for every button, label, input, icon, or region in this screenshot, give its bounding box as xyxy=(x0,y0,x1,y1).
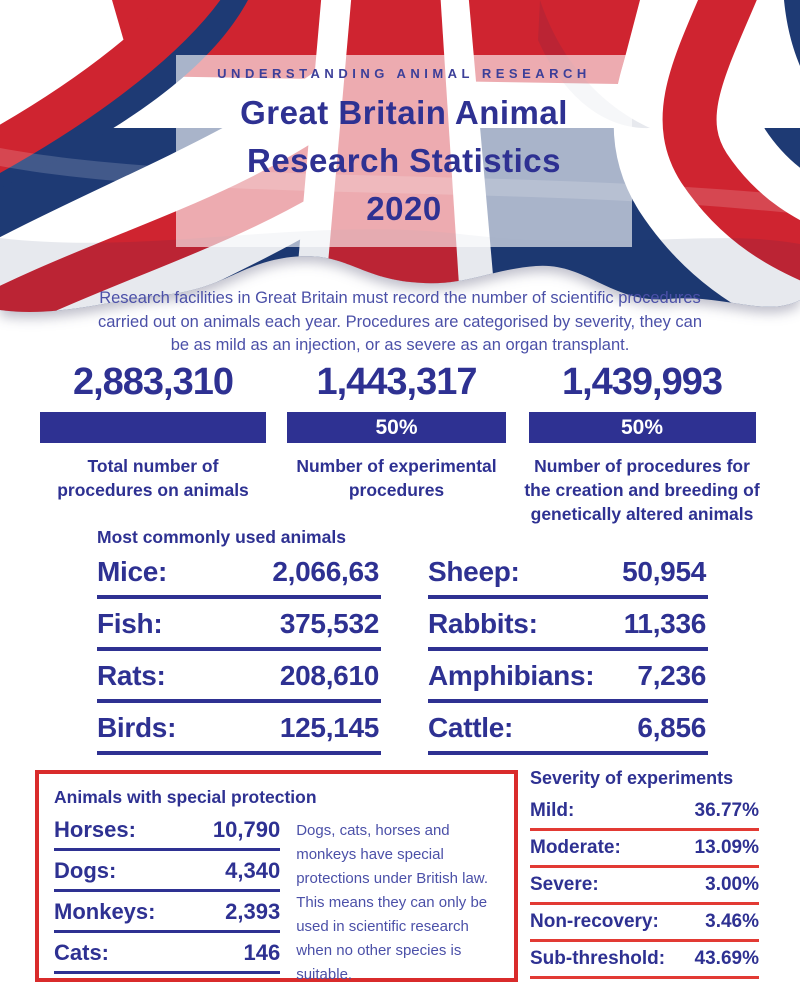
intro-line: carried out on animals each year. Proced… xyxy=(97,312,703,331)
animal-value: 208,610 xyxy=(279,660,379,691)
severity-row-severe: Severe: 3.00% xyxy=(530,874,759,905)
intro-line: be as mild as an injection, or as severe… xyxy=(170,336,630,354)
animal-label: Sheep: xyxy=(428,556,520,587)
protection-row-horses: Horses: 10,790 xyxy=(54,817,281,851)
special-protection-body: Horses: 10,790 Dogs: 4,340 Monkeys: 2,39… xyxy=(54,817,504,987)
stat-caption: Number of experimental procedures xyxy=(296,456,497,500)
severity-row-non-recovery: Non-recovery: 3.46% xyxy=(530,911,759,942)
protection-label: Dogs: xyxy=(54,858,117,883)
animal-value: 125,145 xyxy=(279,712,379,743)
title-line-2: Research Statistics xyxy=(247,142,561,179)
animal-label: Rats: xyxy=(97,660,166,691)
animal-label: Mice: xyxy=(97,556,168,587)
severity-label: Moderate: xyxy=(530,837,621,858)
protection-label: Cats: xyxy=(54,940,110,965)
stat-caption: Number of procedures for the creation an… xyxy=(524,456,760,524)
title-line-1: Great Britain Animal xyxy=(240,94,568,131)
animal-value: 375,532 xyxy=(279,608,379,639)
special-protection-note: Dogs, cats, horses and monkeys have spec… xyxy=(296,822,488,983)
animal-label: Cattle: xyxy=(428,712,514,743)
protection-value: 146 xyxy=(243,940,281,965)
animal-label: Fish: xyxy=(97,608,163,639)
protection-row-dogs: Dogs: 4,340 xyxy=(54,858,281,892)
protection-label: Horses: xyxy=(54,817,136,842)
protection-value: 4,340 xyxy=(225,858,281,883)
poster-title: Great Britain Animal Research Statistics… xyxy=(176,89,632,233)
common-animals-right-column: Sheep: 50,954 Rabbits: 11,336 Amphibians… xyxy=(428,556,708,764)
animal-row-fish: Fish: 375,532 xyxy=(97,608,381,651)
severity-row-moderate: Moderate: 13.09% xyxy=(530,837,759,868)
intro-paragraph: Research facilities in Great Britain mus… xyxy=(0,287,800,358)
animal-value: 6,856 xyxy=(637,712,706,743)
protection-value: 2,393 xyxy=(225,899,281,924)
severity-value: 3.00% xyxy=(705,874,759,895)
animal-row-amphibians: Amphibians: 7,236 xyxy=(428,660,708,703)
animal-value: 7,236 xyxy=(637,660,706,691)
stat-experimental-procedures: 1,443,317 50% Number of experimental pro… xyxy=(287,361,506,502)
severity-value: 36.77% xyxy=(694,800,759,821)
animal-row-mice: Mice: 2,066,63 xyxy=(97,556,381,599)
stat-bar: 50% xyxy=(287,412,506,443)
special-protection-rows: Horses: 10,790 Dogs: 4,340 Monkeys: 2,39… xyxy=(54,817,281,987)
stat-value: 1,439,993 xyxy=(561,361,723,403)
severity-label: Severe: xyxy=(530,874,599,895)
protection-label: Monkeys: xyxy=(54,899,156,924)
animal-row-rats: Rats: 208,610 xyxy=(97,660,381,703)
severity-label: Mild: xyxy=(530,800,575,821)
animal-row-birds: Birds: 125,145 xyxy=(97,712,381,755)
special-protection-heading: Animals with special protection xyxy=(54,787,317,807)
special-protection-box: Animals with special protection Horses: … xyxy=(35,770,518,983)
protection-row-monkeys: Monkeys: 2,393 xyxy=(54,899,281,933)
stat-value: 2,883,310 xyxy=(72,361,234,403)
severity-row-sub-threshold: Sub-threshold: 43.69% xyxy=(530,948,759,979)
protection-value: 10,790 xyxy=(212,817,281,842)
stat-breeding-procedures: 1,439,993 50% Number of procedures for t… xyxy=(522,361,762,526)
animal-label: Birds: xyxy=(97,712,177,743)
protection-row-cats: Cats: 146 xyxy=(54,940,281,974)
stat-total-procedures: 2,883,310 Total number of procedures on … xyxy=(40,361,266,502)
common-animals-left-column: Mice: 2,066,63 Fish: 375,532 Rats: 208,6… xyxy=(97,556,381,764)
stat-bar-label: 50% xyxy=(375,415,418,439)
animal-row-cattle: Cattle: 6,856 xyxy=(428,712,708,755)
common-animals-heading: Most commonly used animals xyxy=(97,527,346,547)
title-line-3: 2020 xyxy=(366,190,442,227)
animal-row-rabbits: Rabbits: 11,336 xyxy=(428,608,708,651)
severity-heading: Severity of experiments xyxy=(530,768,734,788)
title-panel: UNDERSTANDING ANIMAL RESEARCH Great Brit… xyxy=(176,55,632,247)
stat-bar-label: 50% xyxy=(620,415,664,439)
severity-section: Severity of experiments Mild: 36.77% Mod… xyxy=(530,768,759,985)
severity-label: Non-recovery: xyxy=(530,911,659,932)
severity-value: 3.46% xyxy=(705,911,759,932)
severity-row-mild: Mild: 36.77% xyxy=(530,800,759,831)
intro-line: Research facilities in Great Britain mus… xyxy=(99,289,701,307)
stat-caption: Total number of procedures on animals xyxy=(57,456,249,500)
severity-value: 13.09% xyxy=(694,837,759,858)
animal-label: Amphibians: xyxy=(428,660,595,691)
severity-value: 43.69% xyxy=(694,948,759,969)
animal-label: Rabbits: xyxy=(428,608,538,639)
severity-label: Sub-threshold: xyxy=(530,948,666,969)
animal-value: 2,066,63 xyxy=(272,556,379,587)
stat-bar: 50% xyxy=(528,412,756,443)
eyebrow-text: UNDERSTANDING ANIMAL RESEARCH xyxy=(217,66,591,81)
stat-value: 1,443,317 xyxy=(316,361,477,403)
stat-bar xyxy=(40,412,266,443)
animal-value: 11,336 xyxy=(623,608,707,639)
animal-row-sheep: Sheep: 50,954 xyxy=(428,556,708,599)
animal-value: 50,954 xyxy=(622,556,706,587)
